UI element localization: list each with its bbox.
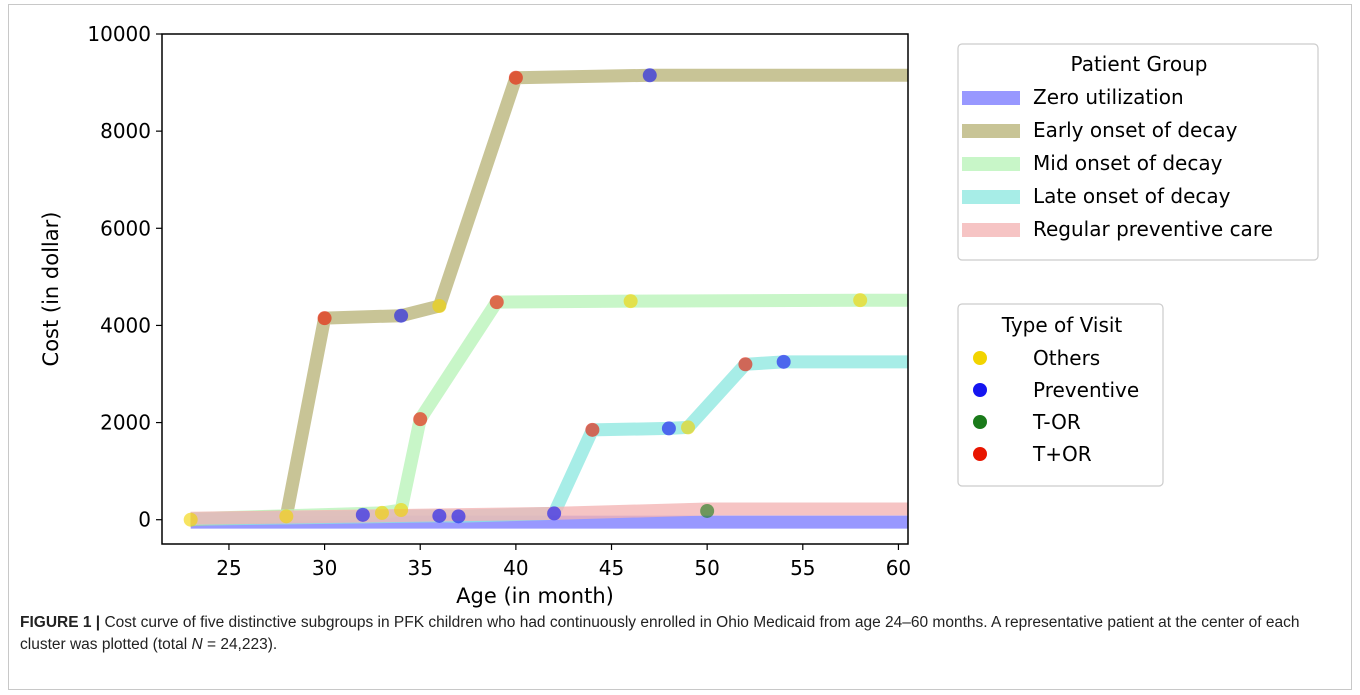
axes-frame: [161, 33, 909, 545]
axes: 25 30 35 40 45 50 55 60 0 2000 4000 6000 8000 10000 Ag…: [39, 22, 911, 608]
legend-patient-group-box: [957, 43, 1319, 261]
legend-marker: [973, 383, 987, 397]
legend-swatch: [962, 157, 1020, 171]
x-tick-label: 40: [503, 556, 528, 580]
visit-point-preventive: [432, 508, 447, 523]
y-tick-label: 2000: [100, 411, 151, 435]
series-line-early-onset-of-decay: [190, 68, 908, 527]
legends: Patient Group Zero utilization Early onset…: [957, 43, 1319, 487]
legend-entry-label: Preventive: [1033, 378, 1139, 402]
series-line-regular-preventive-care: [190, 502, 908, 525]
legend-visit-type-box: [957, 303, 1164, 487]
visit-point-t-or: [489, 295, 504, 310]
visit-point-others: [394, 503, 409, 517]
caption-label: FIGURE 1 |: [20, 614, 101, 631]
caption-text: Cost curve of five distinctive subgroups…: [20, 614, 1300, 653]
visit-point-t-or: [700, 503, 715, 518]
series-group: [183, 68, 908, 529]
visit-point-others: [279, 509, 294, 524]
legend-entry-label: Late onset of decay: [1033, 184, 1231, 208]
plot-area: [183, 68, 908, 529]
visit-point-others: [623, 294, 638, 309]
y-axis-label: Cost (in dollar): [39, 212, 63, 367]
legend-entry-label: T+OR: [1032, 442, 1092, 466]
visit-point-preventive: [642, 68, 657, 83]
x-tick-label: 35: [408, 556, 433, 580]
legend-entry-label: Early onset of decay: [1033, 118, 1238, 142]
x-tick-label: 60: [886, 556, 911, 580]
visit-point-t-or: [317, 311, 332, 326]
x-tick-label: 55: [790, 556, 815, 580]
x-axis-label: Age (in month): [456, 584, 614, 608]
visit-point-others: [183, 512, 198, 527]
visit-point-t-or: [738, 357, 753, 372]
legend-swatch: [962, 223, 1020, 237]
y-tick-label: 0: [138, 508, 151, 532]
visit-point-preventive: [661, 421, 676, 436]
legend-visit-type-title: Type of Visit: [1001, 313, 1123, 337]
legend-entry-label: Others: [1033, 346, 1100, 370]
visit-point-preventive: [451, 509, 466, 524]
visit-point-preventive: [776, 354, 791, 369]
legend-entry-label: Mid onset of decay: [1033, 151, 1223, 175]
legend-marker: [973, 351, 987, 365]
visit-point-others: [374, 505, 389, 520]
legend-marker: [973, 415, 987, 429]
visit-point-t-or: [508, 70, 523, 85]
x-tick-label: 45: [599, 556, 624, 580]
legend-entry-label: Regular preventive care: [1033, 217, 1273, 241]
legend-swatch: [962, 190, 1020, 204]
y-tick-label: 10000: [87, 22, 151, 46]
x-tick-label: 50: [694, 556, 719, 580]
visit-point-others: [681, 420, 696, 435]
x-tick-label: 30: [312, 556, 337, 580]
legend-swatch: [962, 91, 1020, 105]
visit-point-others: [432, 299, 447, 313]
caption-text-end: = 24,223).: [202, 636, 278, 653]
chart: 25 30 35 40 45 50 55 60 0 2000 4000 6000 8000 10000 Ag…: [39, 22, 1319, 608]
x-tick-label: 25: [216, 556, 241, 580]
y-tick-label: 8000: [100, 119, 151, 143]
y-tick-label: 6000: [100, 216, 151, 240]
figure-frame: [8, 4, 1352, 690]
y-tick-label: 4000: [100, 313, 151, 337]
visit-point-others: [853, 293, 868, 308]
legend-swatch: [962, 124, 1020, 138]
visit-point-t-or: [413, 412, 428, 427]
legend-patient-group-title: Patient Group: [1071, 52, 1208, 76]
caption-n-symbol: N: [191, 636, 203, 653]
visit-point-t-or: [585, 422, 600, 437]
legend-entry-label: Zero utilization: [1033, 85, 1184, 109]
legend-marker: [973, 447, 987, 461]
figure-caption: FIGURE 1 | Cost curve of five distinctiv…: [20, 612, 1340, 656]
visit-point-preventive: [547, 506, 562, 521]
visit-point-preventive: [394, 308, 409, 323]
visit-point-preventive: [355, 507, 370, 522]
legend-entry-label: T-OR: [1032, 410, 1081, 434]
